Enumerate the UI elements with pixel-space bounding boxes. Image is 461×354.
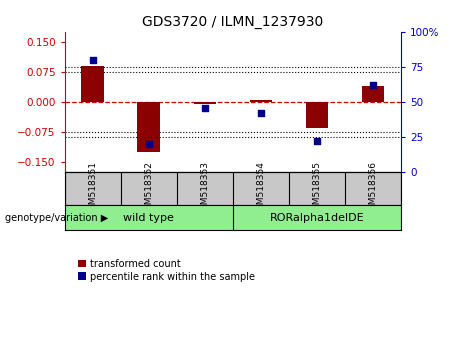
Text: GSM518353: GSM518353 (200, 161, 209, 216)
Text: GSM518351: GSM518351 (88, 161, 97, 216)
Point (145, 141, 152, 147)
Title: GDS3720 / ILMN_1237930: GDS3720 / ILMN_1237930 (142, 16, 324, 29)
Text: GSM518356: GSM518356 (368, 161, 378, 216)
Bar (250, 100, 272, 102)
Point (313, 138, 321, 144)
Bar (194, 102, 216, 104)
Point (369, 82, 377, 88)
Point (89, 57, 96, 63)
Bar (137, 102, 160, 152)
Bar (306, 102, 328, 128)
Bar (82, 66, 104, 102)
Point (257, 110, 265, 116)
Text: GSM518354: GSM518354 (256, 161, 266, 216)
Text: wild type: wild type (123, 213, 174, 223)
Text: genotype/variation ▶: genotype/variation ▶ (5, 213, 108, 223)
Text: RORalpha1delDE: RORalpha1delDE (270, 213, 364, 223)
Text: GSM518352: GSM518352 (144, 161, 153, 216)
Legend: transformed count, percentile rank within the sample: transformed count, percentile rank withi… (74, 255, 259, 285)
Bar (362, 86, 384, 102)
Text: GSM518355: GSM518355 (313, 161, 321, 216)
Point (201, 105, 208, 110)
